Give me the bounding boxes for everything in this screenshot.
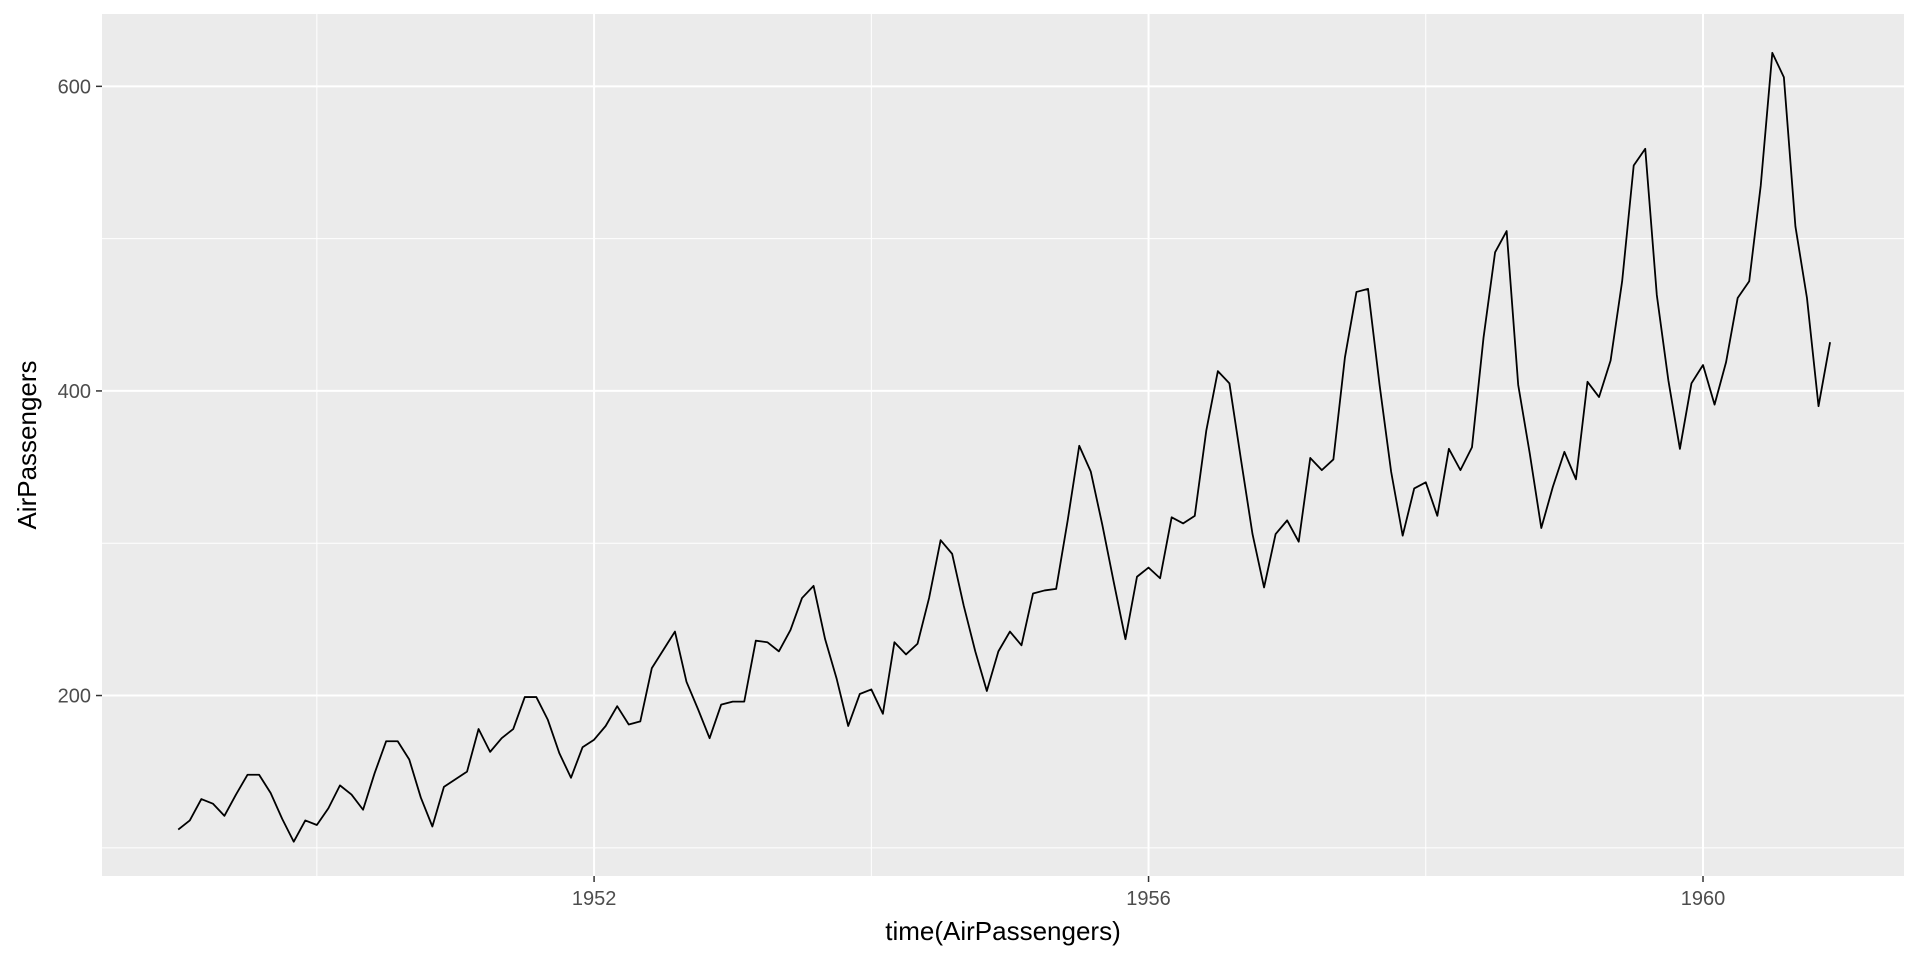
x-tick-label: 1956 — [1126, 888, 1171, 910]
grid-lines — [102, 14, 1904, 876]
y-tick-label: 400 — [58, 381, 91, 403]
series-line — [177, 51, 1831, 843]
plot-panel — [102, 14, 1904, 876]
x-tick-label: 1960 — [1681, 888, 1726, 910]
axis-ticks — [96, 85, 1704, 882]
y-tick-label: 200 — [58, 686, 91, 708]
tick-labels: 200 400 600 1952 1956 1960 — [58, 76, 1726, 910]
x-axis-title: time(AirPassengers) — [885, 916, 1121, 946]
y-tick-label: 600 — [58, 76, 91, 98]
y-axis-title: AirPassengers — [12, 360, 42, 529]
x-tick-label: 1952 — [572, 888, 617, 910]
